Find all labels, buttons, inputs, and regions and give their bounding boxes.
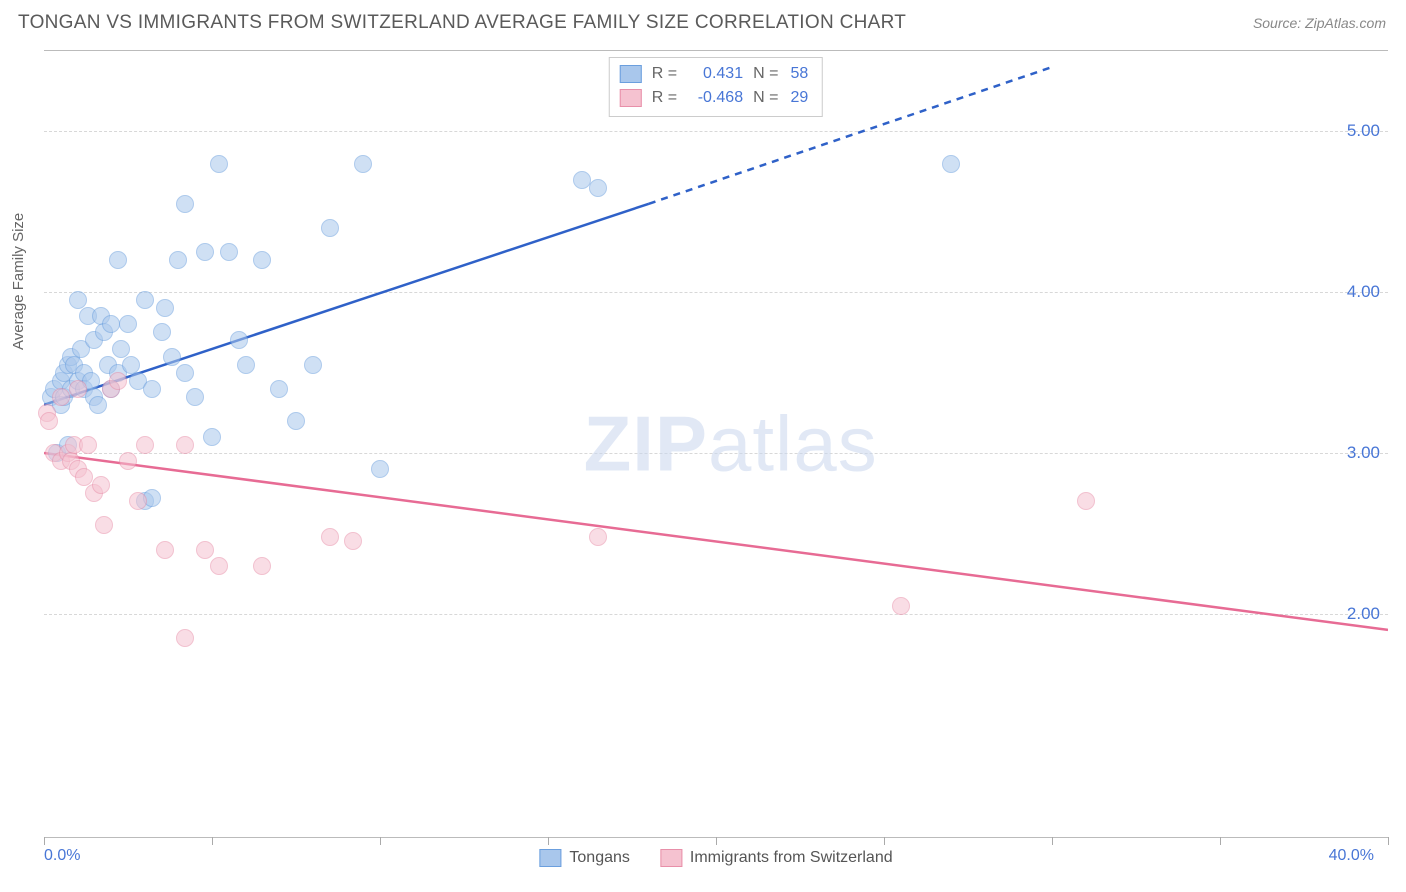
y-tick-label: 5.00 [1347,121,1380,141]
data-point [371,460,389,478]
data-point [321,219,339,237]
data-point [196,541,214,559]
data-point [109,372,127,390]
data-point [354,155,372,173]
data-point [156,299,174,317]
data-point [203,428,221,446]
data-point [344,532,362,550]
swatch-icon [539,849,561,867]
stats-legend-box: R = 0.431 N = 58 R = -0.468 N = 29 [609,57,823,117]
y-tick-label: 3.00 [1347,443,1380,463]
data-point [176,195,194,213]
x-tick [716,837,717,845]
data-point [1077,492,1095,510]
data-point [253,557,271,575]
y-axis-label: Average Family Size [10,213,27,350]
x-tick [380,837,381,845]
chart-title: TONGAN VS IMMIGRANTS FROM SWITZERLAND AV… [18,12,906,34]
data-point [589,528,607,546]
data-point [92,476,110,494]
data-point [270,380,288,398]
data-point [79,436,97,454]
swatch-icon [620,89,642,107]
trend-lines [44,51,1388,837]
data-point [153,323,171,341]
data-point [136,291,154,309]
x-axis-max-label: 40.0% [1329,847,1374,865]
data-point [253,251,271,269]
data-point [220,243,238,261]
data-point [176,436,194,454]
data-point [176,629,194,647]
data-point [304,356,322,374]
x-axis-min-label: 0.0% [44,847,80,865]
data-point [109,251,127,269]
swatch-icon [660,849,682,867]
swatch-icon [620,65,642,83]
gridline [44,614,1388,615]
x-tick [44,837,45,845]
header: TONGAN VS IMMIGRANTS FROM SWITZERLAND AV… [0,0,1406,42]
data-point [163,348,181,366]
data-point [95,516,113,534]
data-point [143,380,161,398]
gridline [44,292,1388,293]
data-point [287,412,305,430]
gridline [44,131,1388,132]
data-point [69,380,87,398]
data-point [136,436,154,454]
data-point [196,243,214,261]
data-point [210,155,228,173]
data-point [156,541,174,559]
data-point [102,315,120,333]
data-point [119,315,137,333]
stats-row-tongans: R = 0.431 N = 58 [620,62,808,86]
data-point [169,251,187,269]
x-tick [1220,837,1221,845]
x-tick [1388,837,1389,845]
x-tick [1052,837,1053,845]
y-tick-label: 4.00 [1347,282,1380,302]
data-point [69,291,87,309]
x-tick [548,837,549,845]
source-label: Source: ZipAtlas.com [1253,15,1386,31]
gridline [44,453,1388,454]
data-point [210,557,228,575]
plot-area: 2.003.004.005.00 ZIPatlas R = 0.431 N = … [44,50,1388,838]
data-point [230,331,248,349]
stats-row-swiss: R = -0.468 N = 29 [620,86,808,110]
data-point [129,492,147,510]
data-point [237,356,255,374]
legend-item-tongans: Tongans [539,849,630,867]
data-point [942,155,960,173]
data-point [186,388,204,406]
data-point [75,468,93,486]
legend-item-swiss: Immigrants from Switzerland [660,849,893,867]
data-point [89,396,107,414]
data-point [119,452,137,470]
data-point [112,340,130,358]
x-tick [212,837,213,845]
data-point [892,597,910,615]
data-point [321,528,339,546]
data-point [589,179,607,197]
data-point [52,388,70,406]
data-point [573,171,591,189]
bottom-legend: Tongans Immigrants from Switzerland [539,849,892,867]
data-point [176,364,194,382]
y-tick-label: 2.00 [1347,604,1380,624]
data-point [40,412,58,430]
x-tick [884,837,885,845]
